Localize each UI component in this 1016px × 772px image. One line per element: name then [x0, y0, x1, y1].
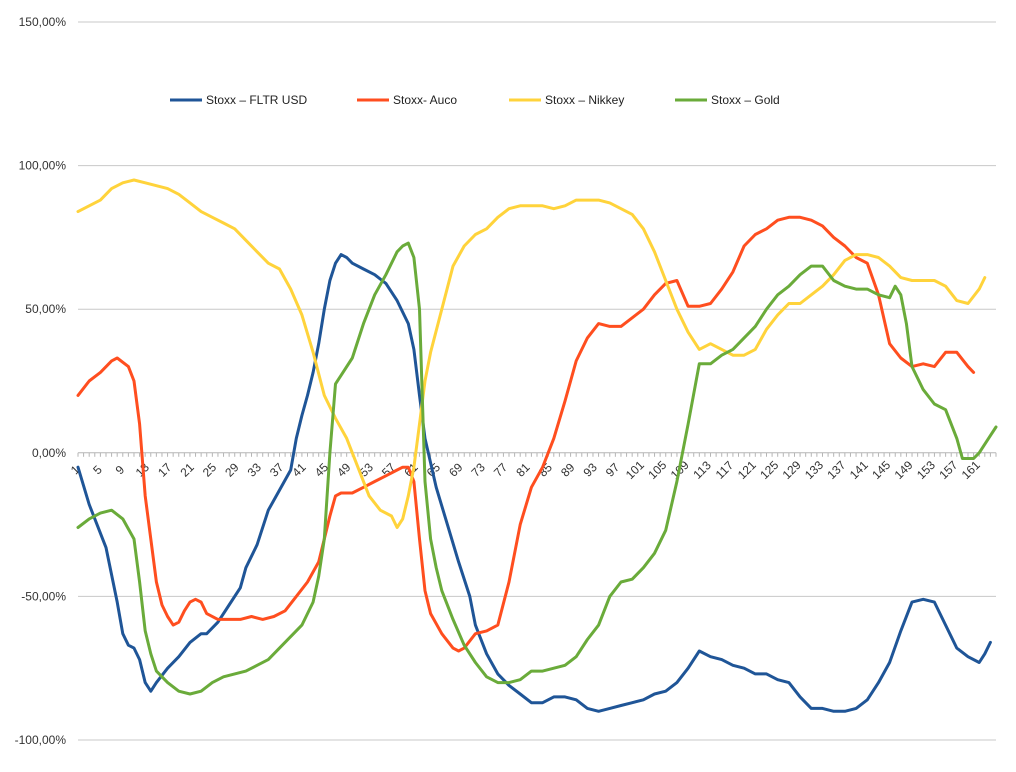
- x-tick-label: 129: [780, 458, 804, 482]
- x-tick-label: 133: [802, 458, 826, 482]
- series-line-1: [76, 215, 976, 653]
- x-tick-label: 141: [847, 458, 871, 482]
- y-tick-label: -100,00%: [15, 733, 67, 747]
- legend: Stoxx – FLTR USD Stoxx- Auco Stoxx – Nikke…: [170, 93, 780, 107]
- y-tick-label: 100,00%: [19, 159, 67, 173]
- y-axis: -100,00% -50,00% 0,00% 50,00% 100,00% 150,00%: [15, 15, 67, 747]
- x-tick-label: 153: [914, 458, 938, 482]
- x-tick-label: 9: [113, 462, 128, 477]
- series-line-0: [76, 253, 992, 713]
- x-tick-label: 137: [824, 458, 848, 482]
- x-tick-label: 37: [267, 460, 287, 480]
- x-axis: 1 5 9 13 17 21 25 29 33 37 41 45 49 53 57 61 65 69 73 77 81 8…: [68, 452, 997, 482]
- x-tick-label: 117: [713, 458, 737, 482]
- legend-label: Stoxx – Gold: [711, 93, 780, 107]
- x-tick-label: 161: [959, 458, 983, 482]
- x-tick-label: 69: [446, 460, 466, 480]
- x-tick-label: 25: [200, 460, 220, 480]
- x-tick-label: 89: [558, 460, 578, 480]
- x-tick-label: 81: [513, 460, 533, 480]
- legend-label: Stoxx – FLTR USD: [206, 93, 307, 107]
- y-tick-label: 0,00%: [32, 446, 66, 460]
- x-tick-label: 77: [491, 460, 511, 480]
- legend-item: Stoxx – FLTR USD: [170, 93, 307, 107]
- x-tick-label: 125: [757, 458, 781, 482]
- x-tick-label: 17: [155, 460, 175, 480]
- legend-item: Stoxx – Gold: [675, 93, 780, 107]
- x-tick-label: 157: [936, 458, 960, 482]
- y-tick-label: 150,00%: [19, 15, 67, 29]
- legend-label: Stoxx- Auco: [393, 93, 457, 107]
- legend-item: Stoxx- Auco: [357, 93, 457, 107]
- x-tick-label: 21: [177, 460, 197, 480]
- x-tick-label: 5: [90, 462, 105, 477]
- series-lines: [76, 178, 998, 713]
- x-tick-label: 73: [469, 460, 489, 480]
- y-tick-label: -50,00%: [21, 589, 66, 603]
- x-tick-label: 121: [735, 458, 759, 482]
- x-tick-label: 97: [603, 460, 623, 480]
- x-tick-label: 113: [690, 458, 714, 482]
- legend-label: Stoxx – Nikkey: [545, 93, 624, 107]
- series-line-3: [76, 241, 998, 696]
- x-tick-label: 149: [892, 458, 916, 482]
- legend-item: Stoxx – Nikkey: [509, 93, 624, 107]
- x-tick-label: 93: [580, 460, 600, 480]
- x-tick-label: 145: [869, 458, 893, 482]
- x-tick-label: 49: [334, 460, 354, 480]
- x-tick-label: 101: [623, 458, 647, 482]
- x-tick-label: 105: [645, 458, 669, 482]
- gridlines: [78, 21, 996, 741]
- y-tick-label: 50,00%: [25, 302, 66, 316]
- x-tick-label: 33: [245, 460, 265, 480]
- x-tick-label: 29: [222, 460, 242, 480]
